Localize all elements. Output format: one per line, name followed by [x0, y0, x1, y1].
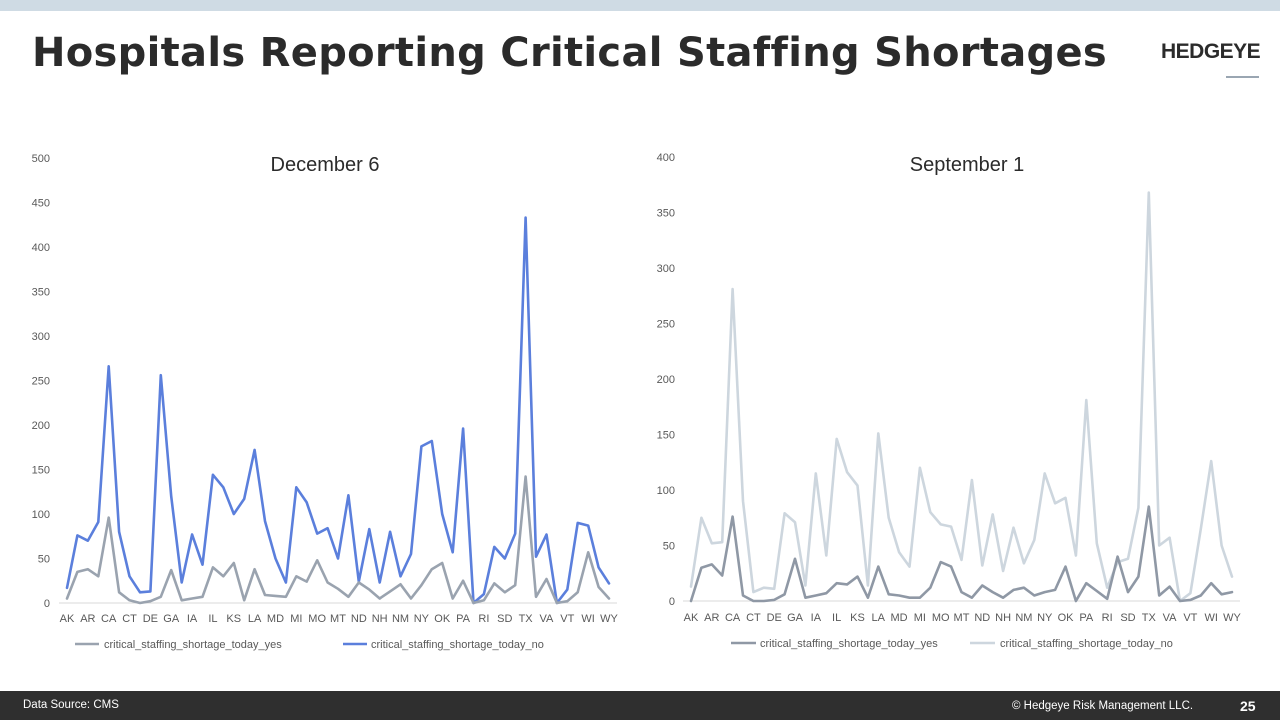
chart1-legend-label-yes: critical_staffing_shortage_today_yes [104, 639, 282, 651]
chart2-title: September 1 [910, 154, 1025, 176]
chart1-ytick-label: 250 [32, 376, 50, 388]
chart1-xtick-label: MT [330, 613, 346, 625]
chart2-series-yes-line [689, 505, 1234, 603]
page-number: 25 [1240, 698, 1256, 714]
logo-underline [1226, 76, 1259, 78]
chart1-xtick-label: OK [434, 613, 451, 625]
page-title: Hospitals Reporting Critical Staffing Sh… [32, 30, 1108, 76]
chart1-ytick-label: 150 [32, 465, 50, 477]
chart2-xtick-label: IL [832, 612, 841, 624]
chart1-xtick-label: LA [248, 613, 262, 625]
chart2-ytick-label: 100 [657, 485, 675, 497]
chart1-xtick-label: WI [581, 613, 594, 625]
chart2-xtick-label: RI [1102, 612, 1113, 624]
chart1-xtick-label: MI [290, 613, 302, 625]
top-accent-bar [0, 0, 1280, 11]
footer-copyright: © Hedgeye Risk Management LLC. [1012, 700, 1194, 712]
chart1-ytick-label: 500 [32, 153, 50, 165]
chart1-xtick-label: GA [163, 613, 180, 625]
chart2-xtick-label: MI [914, 612, 926, 624]
chart2-xtick-label: AR [704, 612, 719, 624]
chart2-xtick-label: MD [891, 612, 908, 624]
chart1-xtick-label: AK [60, 613, 75, 625]
chart2-ytick-label: 400 [657, 152, 675, 164]
chart1-series-yes-line [65, 475, 611, 605]
chart1-xtick-label: VT [560, 613, 574, 625]
chart1-series-no-line [65, 216, 611, 605]
chart2-xtick-label: VA [1163, 612, 1178, 624]
chart2-legend-label-yes: critical_staffing_shortage_today_yes [760, 638, 938, 650]
chart2-xtick-label: WI [1204, 612, 1217, 624]
chart2-xtick-label: TX [1142, 612, 1157, 624]
chart1-title: December 6 [271, 154, 380, 176]
chart2-legend-label-no: critical_staffing_shortage_today_no [1000, 638, 1173, 650]
chart1-xtick-label: ND [351, 613, 367, 625]
chart2-xtick-label: MO [932, 612, 950, 624]
chart2-ytick-label: 250 [657, 319, 675, 331]
chart1-xtick-label: NY [414, 613, 430, 625]
chart2-xtick-label: DE [767, 612, 782, 624]
chart1-xtick-label: MO [308, 613, 326, 625]
chart2-ytick-label: 200 [657, 374, 675, 386]
chart2-ytick-label: 50 [663, 541, 675, 553]
chart2-xtick-label: ND [974, 612, 990, 624]
chart1-ytick-label: 400 [32, 242, 50, 254]
footer-bar: Data Source: CMS © Hedgeye Risk Manageme… [0, 691, 1280, 720]
chart1-xtick-label: NH [372, 613, 388, 625]
chart2-xtick-label: GA [787, 612, 804, 624]
chart1-xtick-label: IL [208, 613, 217, 625]
chart2-xtick-label: CT [746, 612, 761, 624]
charts-canvas: December 6050100150200250300350400450500… [32, 152, 1242, 651]
chart2-xtick-label: PA [1079, 612, 1094, 624]
chart2-xtick-label: NY [1037, 612, 1053, 624]
chart2-xtick-label: CA [725, 612, 741, 624]
chart1-xtick-label: IA [187, 613, 198, 625]
chart1-xtick-label: TX [519, 613, 534, 625]
chart2-xtick-label: MT [954, 612, 970, 624]
chart1-xtick-label: VA [540, 613, 555, 625]
chart1-xtick-label: PA [456, 613, 471, 625]
chart1-xtick-label: WY [600, 613, 618, 625]
chart2-xtick-label: SD [1120, 612, 1135, 624]
chart1-ytick-label: 350 [32, 287, 50, 299]
footer-source: Data Source: CMS [23, 699, 119, 711]
chart2-ytick-label: 0 [669, 596, 675, 608]
chart1-xtick-label: NM [392, 613, 409, 625]
chart1-xtick-label: SD [497, 613, 512, 625]
chart2-xtick-label: NM [1015, 612, 1032, 624]
chart2-xtick-label: AK [684, 612, 699, 624]
chart1-xtick-label: CT [122, 613, 137, 625]
chart1-ytick-label: 0 [44, 598, 50, 610]
chart1-xtick-label: RI [478, 613, 489, 625]
chart1-ytick-label: 200 [32, 420, 50, 432]
chart2-xtick-label: KS [850, 612, 865, 624]
chart2-series-no-line [689, 191, 1234, 603]
chart1-xtick-label: MD [267, 613, 284, 625]
chart2-xtick-label: VT [1183, 612, 1197, 624]
chart2-ytick-label: 150 [657, 430, 675, 442]
chart1-ytick-label: 300 [32, 331, 50, 343]
chart2-xtick-label: NH [995, 612, 1011, 624]
chart1-xtick-label: DE [143, 613, 158, 625]
chart1-xtick-label: CA [101, 613, 117, 625]
chart1-xtick-label: AR [80, 613, 95, 625]
chart1-xtick-label: KS [226, 613, 241, 625]
hedgeye-logo: HEDGEYE [1161, 40, 1261, 63]
chart2-ytick-label: 350 [657, 208, 675, 220]
chart1-ytick-label: 50 [38, 554, 50, 566]
chart2-xtick-label: OK [1058, 612, 1075, 624]
chart2-xtick-label: LA [872, 612, 886, 624]
chart1-ytick-label: 450 [32, 198, 50, 210]
chart2-xtick-label: WY [1223, 612, 1241, 624]
chart1-ytick-label: 100 [32, 509, 50, 521]
chart1-legend-label-no: critical_staffing_shortage_today_no [371, 639, 544, 651]
chart2-ytick-label: 300 [657, 263, 675, 275]
chart2-xtick-label: IA [811, 612, 822, 624]
